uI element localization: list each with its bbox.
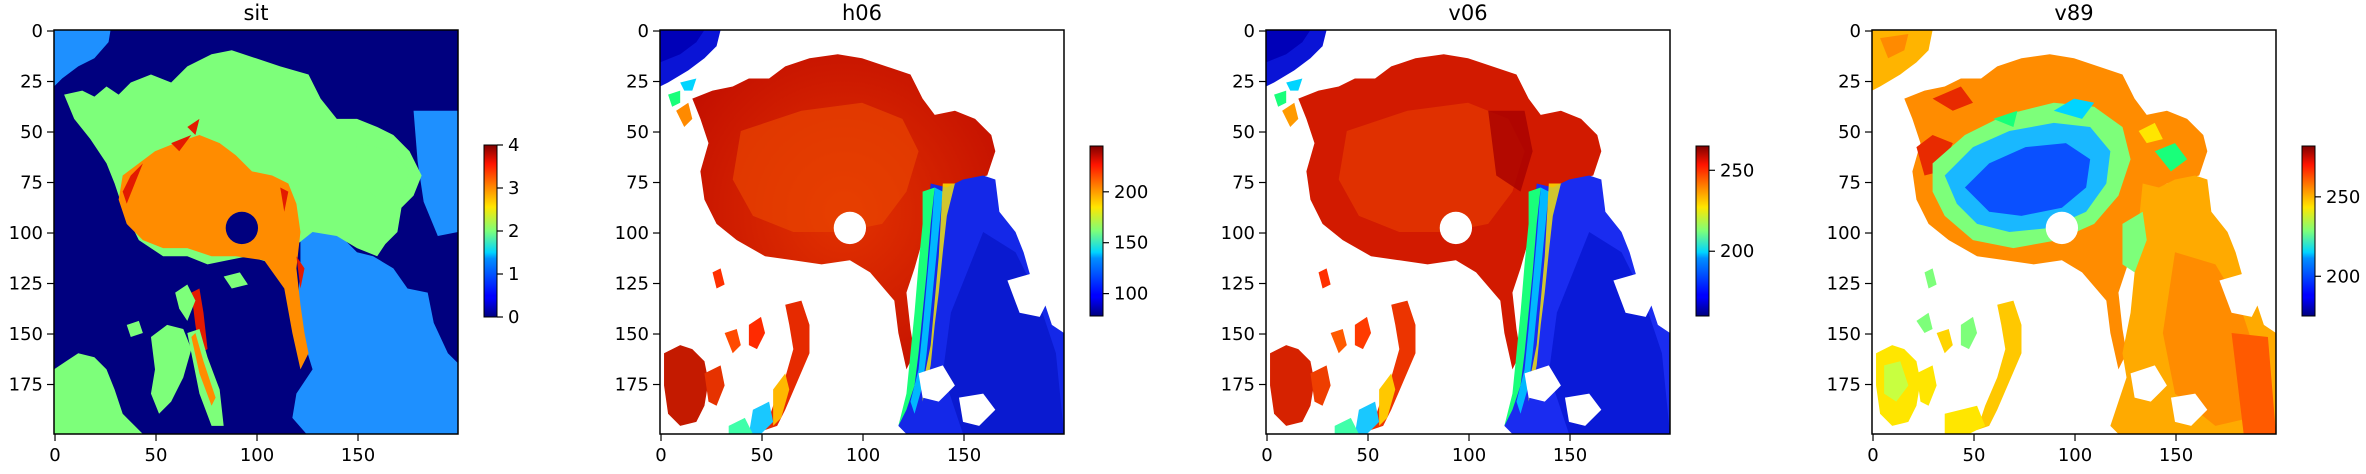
y-tick-label: 150 [9,324,43,345]
plot-frame [53,29,459,435]
y-tick-label: 75 [20,173,43,194]
y-tick-label: 150 [615,324,649,345]
colorbar-tick-label: 3 [508,178,519,199]
y-tick-label: 0 [32,21,43,42]
panel-title: v89 [2054,1,2093,25]
x-axis: 0 50 100 150 [655,434,981,466]
y-tick-label: 100 [615,223,649,244]
panel-title: sit [243,1,268,25]
colorbar-tick-label: 250 [1720,160,1754,181]
y-tick-label: 150 [1827,324,1861,345]
y-tick-label: 25 [1232,72,1255,93]
colorbar: 200 250 [1695,145,1754,317]
colorbar: 0 1 2 3 4 [483,135,519,328]
y-tick-label: 50 [1838,122,1861,143]
colorbar-tick-label: 0 [508,307,519,328]
y-tick-label: 125 [1221,274,1255,295]
heatmap-image [660,30,1064,434]
colorbar: 100 150 200 [1089,145,1148,317]
y-tick-label: 0 [1244,21,1255,42]
colorbar-gradient [2301,145,2316,317]
y-tick-label: 75 [1838,173,1861,194]
y-tick-label: 175 [1827,375,1861,396]
panel-title: v06 [1448,1,1487,25]
panel-title: h06 [842,1,882,25]
x-axis: 0 50 100 150 [1867,434,2193,466]
colorbar-tick-label: 4 [508,135,519,156]
y-axis: 0 25 50 75 100 125 150 175 [1221,21,1266,396]
y-axis: 0 25 50 75 100 125 150 175 [615,21,660,396]
x-tick-label: 150 [341,445,375,466]
y-tick-label: 100 [1221,223,1255,244]
y-tick-label: 175 [615,375,649,396]
panel-v89: v89 [1827,1,2361,466]
colorbar-gradient [483,144,498,318]
heatmap-image [54,30,458,434]
heatmap-image [1872,30,2276,434]
x-tick-label: 100 [1452,445,1486,466]
y-tick-label: 50 [20,122,43,143]
x-tick-label: 150 [2159,445,2193,466]
y-tick-label: 125 [9,274,43,295]
y-tick-label: 50 [626,122,649,143]
x-tick-label: 100 [846,445,880,466]
panel-h06: h06 [615,1,1149,466]
y-tick-label: 175 [1221,375,1255,396]
x-tick-label: 100 [240,445,274,466]
y-tick-label: 100 [1827,223,1861,244]
colorbar-gradient [1695,145,1710,317]
colorbar-tick-label: 200 [1720,241,1754,262]
colorbar: 200 250 [2301,145,2360,317]
x-tick-label: 0 [1867,445,1878,466]
panel-sit: sit [9,1,520,466]
y-tick-label: 75 [1232,173,1255,194]
y-tick-label: 25 [626,72,649,93]
panel-v06: v06 [1221,1,1755,466]
x-tick-label: 0 [49,445,60,466]
y-tick-label: 125 [615,274,649,295]
plot-frame [1265,29,1671,435]
colorbar-tick-label: 250 [2326,187,2360,208]
y-tick-label: 25 [1838,72,1861,93]
y-tick-label: 0 [638,21,649,42]
heatmap-image [1266,30,1670,434]
y-tick-label: 50 [1232,122,1255,143]
y-tick-label: 25 [20,72,43,93]
y-axis: 0 25 50 75 100 125 150 175 [9,21,54,396]
x-axis: 0 50 100 150 [49,434,375,466]
colorbar-gradient [1089,145,1104,317]
x-tick-label: 150 [947,445,981,466]
colorbar-tick-label: 200 [2326,266,2360,287]
x-tick-label: 50 [1357,445,1380,466]
x-tick-label: 0 [655,445,666,466]
colorbar-tick-label: 100 [1114,284,1148,305]
x-tick-label: 150 [1553,445,1587,466]
x-tick-label: 50 [1963,445,1986,466]
colorbar-tick-label: 2 [508,221,519,242]
y-tick-label: 175 [9,375,43,396]
y-tick-label: 0 [1850,21,1861,42]
x-tick-label: 50 [751,445,774,466]
plot-frame [1871,29,2277,435]
colorbar-tick-label: 1 [508,264,519,285]
y-tick-label: 125 [1827,274,1861,295]
colorbar-tick-label: 150 [1114,233,1148,254]
x-tick-label: 0 [1261,445,1272,466]
colorbar-tick-label: 200 [1114,182,1148,203]
y-tick-label: 100 [9,223,43,244]
x-tick-label: 50 [145,445,168,466]
x-tick-label: 100 [2058,445,2092,466]
y-tick-label: 150 [1221,324,1255,345]
y-axis: 0 25 50 75 100 125 150 175 [1827,21,1872,396]
y-tick-label: 75 [626,173,649,194]
plot-frame [659,29,1065,435]
x-axis: 0 50 100 150 [1261,434,1587,466]
